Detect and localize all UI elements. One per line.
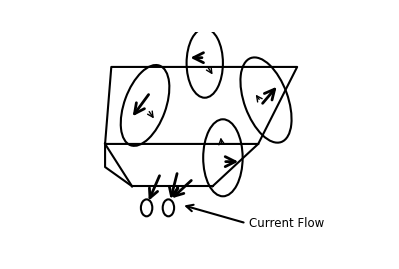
Text: Current Flow: Current Flow bbox=[249, 217, 324, 230]
